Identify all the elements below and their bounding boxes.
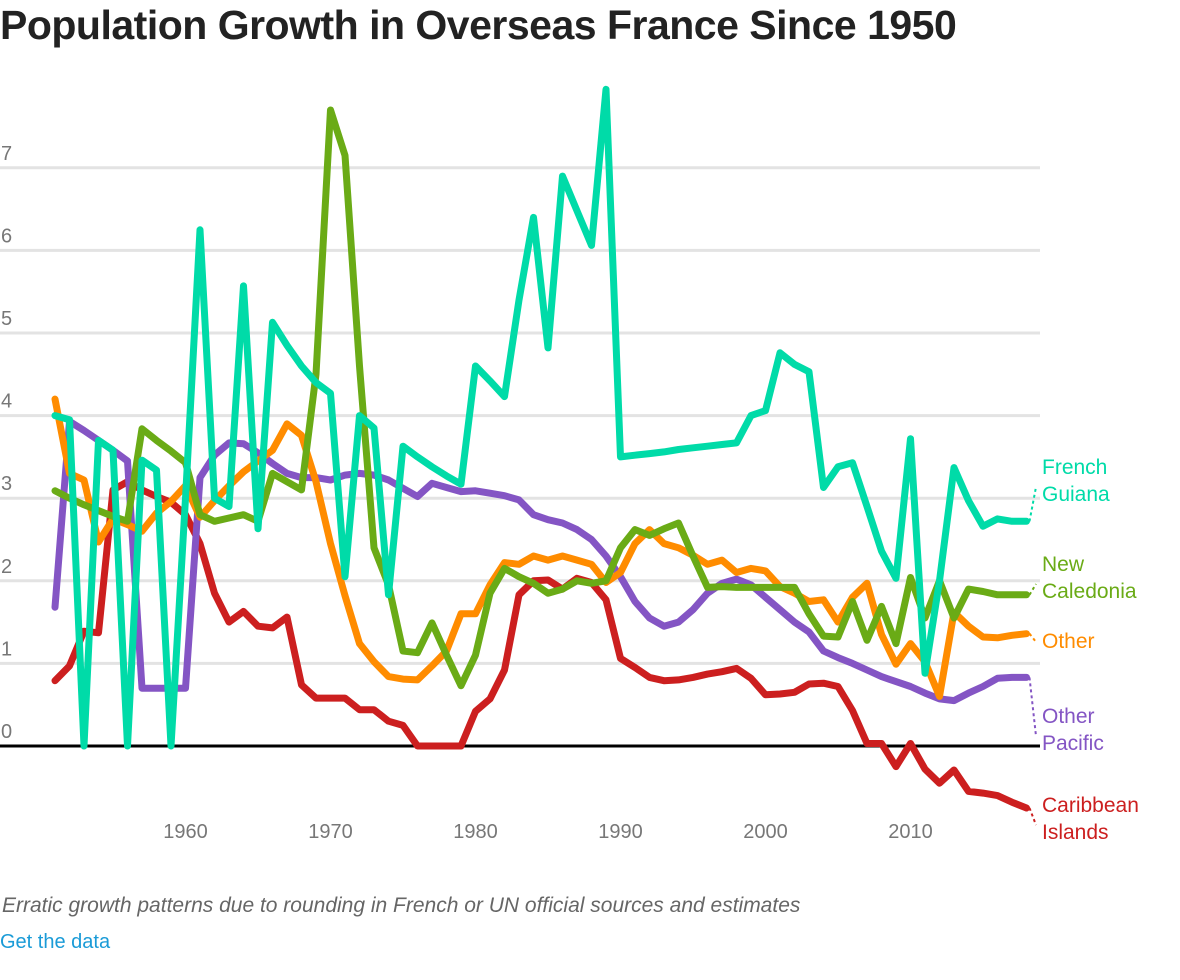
series-line-french-guiana [51, 85, 1030, 750]
label-leader-line [1028, 807, 1037, 826]
y-tick-label: 3 [1, 473, 12, 495]
series-label: French [1042, 456, 1107, 479]
series-label: Islands [1042, 821, 1109, 844]
series-label: Pacific [1042, 732, 1104, 755]
y-tick-label: 5 [1, 308, 12, 330]
series-label: Caledonia [1042, 580, 1137, 603]
label-leader-line [1028, 583, 1037, 596]
series-label: Caribbean [1042, 794, 1139, 817]
y-axis-ticks: 0 1 2 3 4 5 6 7 [1, 143, 12, 743]
y-tick-label: 6 [1, 225, 12, 247]
x-tick-label: 1970 [308, 821, 353, 843]
y-tick-label: 4 [1, 391, 12, 413]
chart-caption: Erratic growth patterns due to rounding … [2, 894, 801, 917]
label-leader-line [1028, 677, 1037, 737]
y-tick-label: 0 [1, 721, 12, 743]
y-tick-label: 7 [1, 143, 12, 165]
x-axis-ticks: 1960 1970 1980 1990 2000 2010 [163, 821, 933, 843]
y-tick-label: 2 [1, 556, 12, 578]
label-leader-line [1028, 633, 1037, 643]
x-tick-label: 1990 [598, 821, 643, 843]
label-leader-line [1028, 486, 1037, 522]
series-label: New [1042, 553, 1085, 576]
x-tick-label: 1980 [453, 821, 498, 843]
x-tick-label: 2010 [888, 821, 933, 843]
x-tick-label: 1960 [163, 821, 208, 843]
series-label: Guiana [1042, 483, 1110, 506]
series-label: Other [1042, 705, 1095, 728]
series-labels: Caribbean Islands Other Pacific Other New Cale… [1028, 456, 1139, 844]
series-label: Other [1042, 630, 1095, 653]
series-line-new-caledonia [51, 106, 1030, 690]
y-tick-label: 1 [1, 638, 12, 660]
get-the-data-link[interactable]: Get the data [0, 931, 111, 953]
chart-title: Population Growth in Overseas France Sin… [0, 2, 957, 48]
series-line-caribbean-islands [51, 478, 1030, 812]
series-lines [51, 85, 1030, 812]
series-line-other-pacific [51, 417, 1030, 705]
x-tick-label: 2000 [743, 821, 788, 843]
